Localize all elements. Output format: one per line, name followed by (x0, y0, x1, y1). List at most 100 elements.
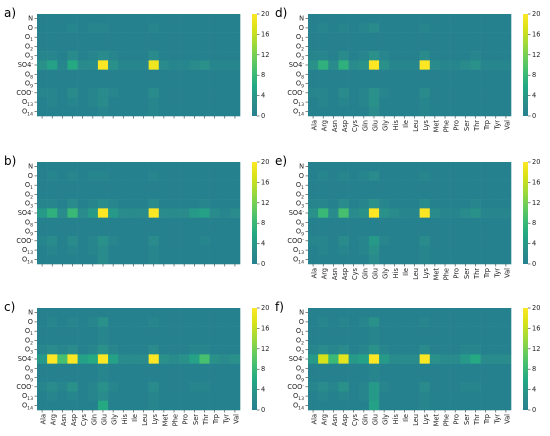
heatmap-cell (409, 363, 420, 374)
colorbar (523, 162, 528, 264)
heatmap-cell (348, 41, 360, 52)
heatmap-cell (189, 391, 200, 402)
heatmap-cell (47, 208, 58, 218)
row-label: N (28, 15, 33, 23)
heatmap-cell (308, 317, 319, 327)
heatmap-cell (500, 391, 512, 402)
heatmap-cell (439, 354, 451, 364)
column-label: Val (503, 268, 511, 278)
heatmap-cell (87, 14, 99, 24)
heatmap-cell (199, 14, 210, 24)
heatmap-cell (209, 60, 220, 70)
heatmap-cell (379, 14, 390, 24)
heatmap-cell (318, 97, 329, 108)
heatmap-cell (358, 254, 370, 265)
heatmap-cell (97, 236, 109, 246)
heatmap-cell (219, 372, 231, 383)
heatmap-cell (138, 78, 149, 89)
heatmap-cell (450, 199, 461, 209)
heatmap-cell (429, 400, 441, 411)
heatmap-cell (168, 78, 180, 89)
heatmap-cell (209, 78, 220, 89)
column-label: Leu (412, 414, 420, 426)
heatmap-cell (399, 14, 410, 24)
column-label: Arg (321, 268, 329, 279)
heatmap-cell (389, 335, 400, 346)
row-label: O1 (25, 33, 33, 43)
heatmap-cell (219, 217, 231, 228)
heatmap-cell (37, 354, 48, 364)
heatmap-cell (358, 326, 370, 337)
heatmap-cell (480, 171, 491, 181)
row-label: O13 (293, 246, 304, 256)
heatmap-cell (219, 106, 231, 117)
heatmap-cell (470, 60, 481, 70)
heatmap-cell (368, 335, 380, 346)
row-label: N (299, 163, 304, 171)
heatmap-cell (189, 317, 200, 327)
column-label: Asp (70, 414, 78, 426)
heatmap-cell (128, 32, 139, 43)
colorbar-tick-label: 4 (532, 92, 536, 100)
row-label: O14 (293, 401, 304, 411)
heatmap-cell (389, 326, 400, 337)
heatmap-cell (338, 226, 349, 237)
heatmap-cell (460, 23, 471, 33)
heatmap-cell (450, 189, 461, 200)
heatmap-cell (118, 372, 129, 383)
heatmap-cell (470, 236, 481, 246)
heatmap-cell (138, 69, 149, 80)
heatmap-cell (429, 317, 441, 327)
heatmap-cell (439, 236, 451, 246)
colorbar-tick-label: 8 (261, 219, 265, 227)
heatmap-cell (138, 345, 149, 355)
heatmap-cell (57, 14, 68, 24)
heatmap-cell (338, 60, 349, 70)
heatmap-cell (219, 391, 231, 402)
column-label: Gly (382, 120, 390, 131)
heatmap-cell (389, 391, 400, 402)
heatmap-cell (87, 382, 99, 392)
heatmap-cell (368, 245, 380, 256)
heatmap-cell (67, 335, 78, 346)
heatmap-cell (429, 382, 441, 392)
heatmap-cell (138, 88, 149, 98)
heatmap-cell (308, 217, 319, 228)
heatmap-cell (399, 317, 410, 327)
heatmap-cell (358, 391, 370, 402)
heatmap-cell (148, 208, 160, 218)
heatmap-cell (409, 345, 420, 355)
heatmap-cell (470, 88, 481, 98)
heatmap-cell (500, 326, 512, 337)
heatmap-cell (450, 14, 461, 24)
heatmap-cell (480, 189, 491, 200)
heatmap-cell (179, 69, 190, 80)
heatmap-cell (128, 308, 139, 318)
heatmap-cell (168, 372, 180, 383)
heatmap-cell (460, 162, 471, 172)
heatmap-cell (87, 363, 99, 374)
heatmap-cell (179, 60, 190, 70)
heatmap-cell (118, 354, 129, 364)
heatmap-cell (338, 180, 349, 191)
column-label: Gln (361, 268, 369, 279)
heatmap-cell (308, 345, 319, 355)
heatmap-cell (128, 363, 139, 374)
heatmap-cell (409, 180, 420, 191)
heatmap-cell (108, 217, 119, 228)
heatmap-cell (409, 382, 420, 392)
heatmap-cell (128, 208, 139, 218)
heatmap-cell (118, 254, 129, 265)
heatmap-cell (179, 41, 190, 52)
heatmap-cell (419, 254, 431, 265)
heatmap-cell (460, 41, 471, 52)
heatmap-cell (379, 326, 390, 337)
heatmap-cell (460, 60, 471, 70)
heatmap-cell (328, 208, 339, 218)
heatmap-cell (67, 189, 78, 200)
heatmap-cell (229, 41, 241, 52)
heatmap-cell (480, 69, 491, 80)
heatmap-cell (67, 23, 78, 33)
heatmap-cell (189, 69, 200, 80)
